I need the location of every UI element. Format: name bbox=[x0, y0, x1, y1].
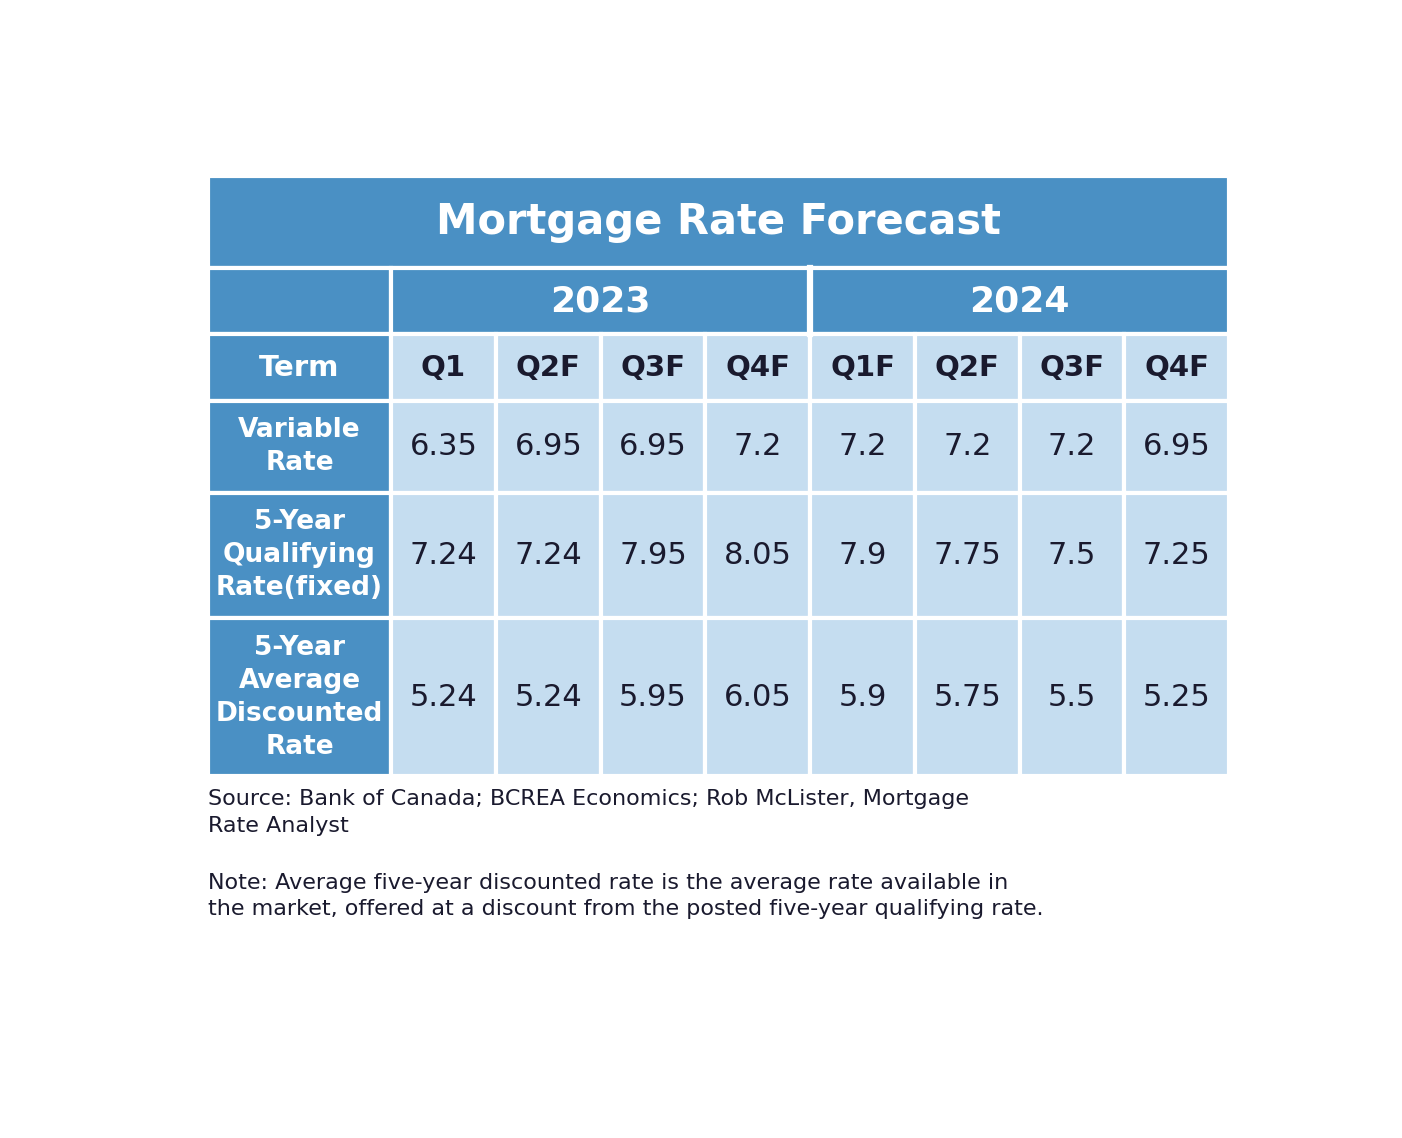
Text: 7.25: 7.25 bbox=[1143, 541, 1211, 570]
FancyBboxPatch shape bbox=[1124, 618, 1230, 776]
Text: 6.95: 6.95 bbox=[515, 432, 582, 461]
FancyBboxPatch shape bbox=[705, 618, 810, 776]
Text: 5.95: 5.95 bbox=[620, 683, 687, 711]
FancyBboxPatch shape bbox=[391, 493, 496, 618]
FancyBboxPatch shape bbox=[600, 335, 705, 401]
Text: 7.75: 7.75 bbox=[934, 541, 1001, 570]
Text: 7.5: 7.5 bbox=[1047, 541, 1096, 570]
Text: 7.24: 7.24 bbox=[409, 541, 478, 570]
FancyBboxPatch shape bbox=[207, 267, 391, 335]
FancyBboxPatch shape bbox=[1124, 401, 1230, 493]
Text: 7.2: 7.2 bbox=[838, 432, 886, 461]
Text: Q4F: Q4F bbox=[725, 354, 791, 381]
Text: Q2F: Q2F bbox=[516, 354, 580, 381]
FancyBboxPatch shape bbox=[391, 267, 810, 335]
Text: 2024: 2024 bbox=[969, 284, 1070, 318]
FancyBboxPatch shape bbox=[496, 401, 600, 493]
FancyBboxPatch shape bbox=[810, 618, 916, 776]
FancyBboxPatch shape bbox=[600, 618, 705, 776]
FancyBboxPatch shape bbox=[391, 618, 496, 776]
FancyBboxPatch shape bbox=[916, 401, 1019, 493]
FancyBboxPatch shape bbox=[916, 335, 1019, 401]
FancyBboxPatch shape bbox=[391, 401, 496, 493]
FancyBboxPatch shape bbox=[916, 618, 1019, 776]
Text: Q1: Q1 bbox=[421, 354, 465, 381]
FancyBboxPatch shape bbox=[207, 335, 391, 401]
Text: 5.24: 5.24 bbox=[515, 683, 582, 711]
FancyBboxPatch shape bbox=[496, 618, 600, 776]
FancyBboxPatch shape bbox=[207, 176, 1230, 267]
FancyBboxPatch shape bbox=[207, 401, 391, 493]
FancyBboxPatch shape bbox=[496, 493, 600, 618]
Text: 7.2: 7.2 bbox=[944, 432, 991, 461]
FancyBboxPatch shape bbox=[810, 401, 916, 493]
FancyBboxPatch shape bbox=[1124, 493, 1230, 618]
FancyBboxPatch shape bbox=[1019, 335, 1124, 401]
Text: 6.05: 6.05 bbox=[723, 683, 792, 711]
FancyBboxPatch shape bbox=[1019, 401, 1124, 493]
Text: 7.2: 7.2 bbox=[1047, 432, 1096, 461]
FancyBboxPatch shape bbox=[600, 401, 705, 493]
FancyBboxPatch shape bbox=[705, 493, 810, 618]
Text: Q1F: Q1F bbox=[830, 354, 894, 381]
Text: 7.95: 7.95 bbox=[620, 541, 687, 570]
Text: Q3F: Q3F bbox=[1039, 354, 1105, 381]
Text: 7.24: 7.24 bbox=[515, 541, 582, 570]
FancyBboxPatch shape bbox=[705, 401, 810, 493]
Text: Q3F: Q3F bbox=[621, 354, 686, 381]
FancyBboxPatch shape bbox=[1019, 618, 1124, 776]
Text: 7.2: 7.2 bbox=[733, 432, 782, 461]
Text: Mortgage Rate Forecast: Mortgage Rate Forecast bbox=[436, 200, 1001, 242]
Text: Variable
Rate: Variable Rate bbox=[238, 418, 360, 477]
FancyBboxPatch shape bbox=[600, 493, 705, 618]
FancyBboxPatch shape bbox=[207, 493, 391, 618]
Text: 6.35: 6.35 bbox=[409, 432, 478, 461]
Text: Q4F: Q4F bbox=[1144, 354, 1210, 381]
Text: 5.75: 5.75 bbox=[934, 683, 1001, 711]
Text: 6.95: 6.95 bbox=[620, 432, 687, 461]
Text: 5.9: 5.9 bbox=[838, 683, 886, 711]
Text: 5.24: 5.24 bbox=[409, 683, 478, 711]
Text: 7.9: 7.9 bbox=[838, 541, 886, 570]
FancyBboxPatch shape bbox=[705, 335, 810, 401]
Text: 6.95: 6.95 bbox=[1143, 432, 1211, 461]
Text: Note: Average five-year discounted rate is the average rate available in
the mar: Note: Average five-year discounted rate … bbox=[207, 873, 1043, 920]
FancyBboxPatch shape bbox=[496, 335, 600, 401]
Text: 2023: 2023 bbox=[551, 284, 651, 318]
Text: Term: Term bbox=[259, 354, 339, 381]
Text: 8.05: 8.05 bbox=[723, 541, 792, 570]
FancyBboxPatch shape bbox=[207, 618, 391, 776]
Text: Source: Bank of Canada; BCREA Economics; Rob McLister, Mortgage
Rate Analyst: Source: Bank of Canada; BCREA Economics;… bbox=[207, 790, 969, 835]
FancyBboxPatch shape bbox=[810, 493, 916, 618]
Text: Q2F: Q2F bbox=[935, 354, 1000, 381]
FancyBboxPatch shape bbox=[391, 335, 496, 401]
Text: 5.5: 5.5 bbox=[1047, 683, 1096, 711]
Text: 5.25: 5.25 bbox=[1143, 683, 1211, 711]
Text: 5-Year
Average
Discounted
Rate: 5-Year Average Discounted Rate bbox=[216, 635, 383, 759]
FancyBboxPatch shape bbox=[916, 493, 1019, 618]
FancyBboxPatch shape bbox=[1124, 335, 1230, 401]
FancyBboxPatch shape bbox=[1019, 493, 1124, 618]
Text: 5-Year
Qualifying
Rate(fixed): 5-Year Qualifying Rate(fixed) bbox=[216, 510, 383, 601]
FancyBboxPatch shape bbox=[810, 267, 1230, 335]
FancyBboxPatch shape bbox=[810, 335, 916, 401]
